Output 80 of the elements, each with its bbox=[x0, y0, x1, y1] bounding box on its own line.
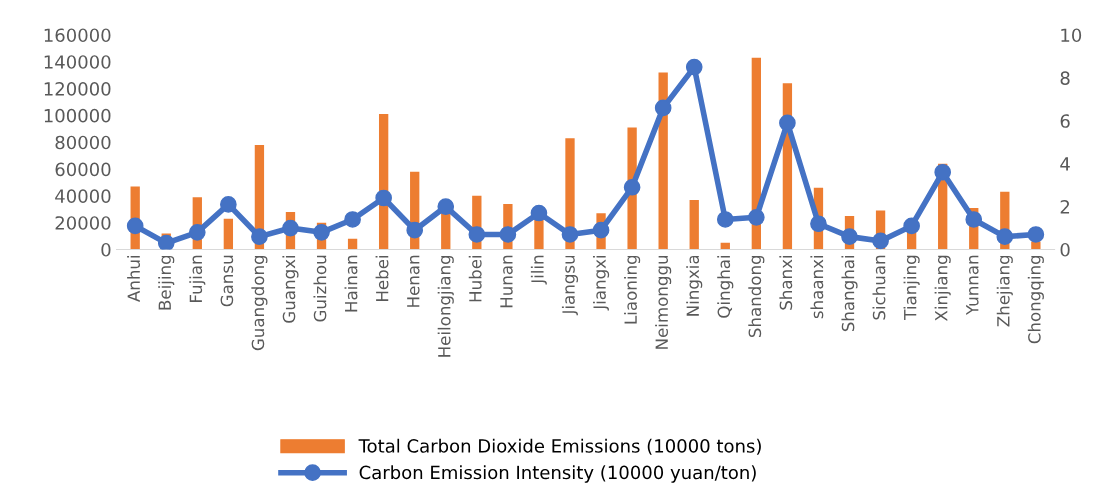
x-tick-label: Sichuan bbox=[872, 255, 886, 320]
x-tick-label: Hunan bbox=[500, 255, 513, 308]
point bbox=[468, 226, 486, 243]
legend-label: Carbon Emission Intensity (10000 yuan/ton) bbox=[359, 465, 756, 483]
point bbox=[375, 189, 392, 207]
point bbox=[406, 221, 424, 239]
x-tick-label: Liaoning bbox=[624, 255, 641, 324]
point bbox=[748, 208, 765, 226]
point bbox=[623, 178, 641, 196]
x-tick-label: Guizhou bbox=[313, 255, 327, 322]
x-tick-label: Hainan bbox=[344, 255, 358, 312]
x-tick-label: Gansu bbox=[220, 255, 234, 307]
x-tick-label: shaanxi bbox=[810, 255, 824, 319]
point bbox=[965, 211, 983, 228]
point bbox=[561, 226, 579, 243]
y-tick-label: 0 bbox=[101, 242, 111, 257]
y2-tick-label: 2 bbox=[1060, 200, 1070, 214]
x-tick-label: Yunnan bbox=[966, 255, 979, 316]
point bbox=[1027, 226, 1045, 243]
point bbox=[841, 228, 858, 245]
x-tick-label: Shanghai bbox=[841, 255, 858, 332]
y2-tick-label: 10 bbox=[1061, 28, 1082, 43]
x-tick-label: Fujian bbox=[189, 255, 206, 302]
point bbox=[220, 196, 237, 213]
x-tick-label: Xinjiang bbox=[934, 255, 951, 322]
point bbox=[188, 224, 206, 241]
point bbox=[779, 114, 796, 132]
x-tick-label: Guangdong bbox=[251, 255, 268, 351]
x-tick-label: Chongqing bbox=[1027, 255, 1044, 344]
point bbox=[251, 228, 268, 245]
point bbox=[344, 211, 361, 228]
y-tick-label: 140000 bbox=[44, 55, 111, 69]
point bbox=[810, 215, 827, 233]
x-tick-label: Guangxi bbox=[282, 255, 299, 323]
legend-label: Total Carbon Dioxide Emissions (10000 tons) bbox=[358, 438, 761, 455]
point bbox=[437, 198, 455, 215]
x-tick-label: Zhejiang bbox=[996, 255, 1013, 327]
y-tick-label: 60000 bbox=[55, 162, 111, 177]
x-tick-label: Shandong bbox=[748, 255, 765, 338]
point bbox=[499, 226, 517, 243]
y2-tick-label: 0 bbox=[1060, 242, 1070, 257]
y-tick-label: 20000 bbox=[55, 216, 111, 230]
y-tick-label: 100000 bbox=[44, 108, 111, 123]
bar bbox=[223, 218, 234, 250]
x-tick-label: Jiangsu bbox=[561, 255, 579, 316]
x-tick-label: Anhui bbox=[127, 255, 141, 302]
x-tick-label: Jiangxi bbox=[592, 255, 610, 311]
point bbox=[872, 232, 889, 250]
point bbox=[685, 58, 703, 76]
y-tick-label: 160000 bbox=[44, 28, 111, 43]
x-tick-label: Tianjing bbox=[903, 255, 920, 320]
y2-tick-label: 6 bbox=[1060, 114, 1070, 128]
point bbox=[313, 224, 330, 241]
point bbox=[157, 234, 175, 250]
x-tick-label: Qinghai bbox=[717, 255, 734, 318]
y2-tick-label: 8 bbox=[1060, 71, 1070, 85]
bar bbox=[689, 199, 699, 250]
x-tick-label: Hubei bbox=[468, 255, 482, 302]
x-tick-label: Heilongjiang bbox=[437, 255, 454, 357]
point bbox=[282, 219, 299, 237]
x-tick-label: Jilin bbox=[530, 255, 547, 285]
point bbox=[530, 204, 548, 222]
point bbox=[996, 228, 1014, 245]
x-tick-label: Ningxia bbox=[686, 255, 703, 316]
x-tick-label: Shanxi bbox=[779, 255, 793, 310]
point bbox=[934, 163, 952, 181]
x-tick-label: Henan bbox=[407, 255, 420, 307]
point bbox=[654, 99, 672, 117]
bar bbox=[347, 238, 358, 250]
y-tick-label: 120000 bbox=[44, 82, 111, 96]
point bbox=[716, 211, 734, 228]
x-tick-label: Beijing bbox=[158, 255, 175, 310]
x-tick-label: Neimonggu bbox=[655, 255, 672, 349]
y2-tick-label: 4 bbox=[1060, 157, 1070, 171]
point bbox=[592, 221, 610, 239]
y-tick-label: 40000 bbox=[55, 189, 111, 203]
point bbox=[903, 217, 920, 235]
y-tick-label: 80000 bbox=[55, 135, 111, 150]
point bbox=[126, 217, 144, 235]
x-tick-label: Hebei bbox=[375, 255, 389, 301]
